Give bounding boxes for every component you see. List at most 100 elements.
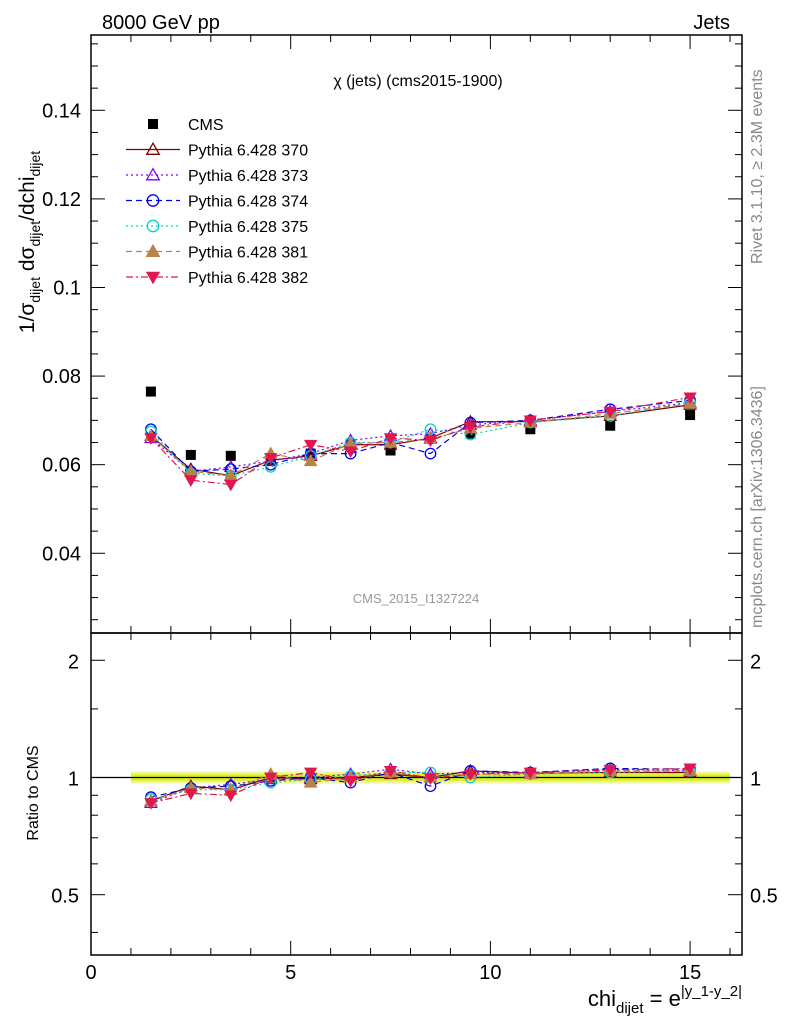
data-point [305, 448, 316, 459]
ratio-data-point [423, 773, 438, 786]
ratio-series-line [150, 770, 691, 802]
rivet-label: Rivet 3.1.10, ≥ 2.3M events [749, 69, 766, 264]
main-ylabel: 1/σdijet dσdijet/dchidijet [16, 151, 43, 333]
data-point [525, 424, 536, 435]
main-series-group [144, 386, 697, 492]
header-left: 8000 GeV pp [102, 12, 220, 34]
x-tick-label: 0 [85, 962, 96, 984]
legend-label: Pythia 6.428 381 [188, 245, 308, 262]
main-panel: CMS_2015_I1327224 χ (jets) (cms2015-1900… [42, 34, 743, 634]
series-0 [145, 386, 696, 465]
ratio-frame [90, 632, 743, 956]
ratio-series-line [150, 767, 691, 804]
data-point [385, 445, 396, 456]
data-point [423, 435, 438, 448]
ratio-data-point [224, 790, 238, 803]
data-point [144, 433, 158, 445]
series-line [150, 396, 691, 486]
ratio-y-tick-label-right: 0.5 [750, 886, 778, 908]
legend: CMS Pythia 6.428 370 Pythia 6.428 373 Pythi… [126, 117, 308, 287]
data-point [303, 454, 318, 467]
ratio-axis-ticks: 0.5 0.5 1 1 2 2 0 5 10 15 [51, 633, 778, 984]
ratio-data-point [264, 772, 278, 785]
data-point [605, 420, 616, 431]
y-tick-label: 0.1 [53, 277, 81, 299]
series-line [150, 402, 691, 477]
mcplots-label: mcplots.cern.ch [arXiv:1306.3436] [749, 386, 766, 628]
legend-marker [145, 271, 161, 285]
data-point [424, 447, 437, 460]
legend-marker [145, 167, 161, 181]
legend-marker [146, 194, 160, 207]
ratio-series-group [144, 762, 697, 810]
ratio-panel: 0.5 0.5 1 1 2 2 0 5 10 15 [51, 632, 778, 984]
series-6 [144, 392, 697, 492]
main-axis-ticks: 0.04 0.06 0.08 0.1 0.12 0.14 [42, 35, 742, 633]
x-tick-label: 10 [479, 962, 501, 984]
ratio-data-point [603, 765, 617, 777]
data-point [463, 422, 478, 434]
data-point [304, 439, 318, 452]
data-point [184, 475, 198, 487]
ratio-y-tick-label-right: 1 [750, 768, 761, 790]
ratio-data-point [523, 767, 537, 780]
legend-entry-1: Pythia 6.428 370 [126, 141, 308, 160]
data-point [224, 479, 238, 492]
y-tick-label: 0.08 [42, 366, 81, 388]
svg-text:1/σdijet dσdijet/dchidijet: 1/σdijet dσdijet/dchidijet [16, 151, 43, 333]
ratio-data-point [184, 788, 198, 801]
series-line [150, 399, 691, 472]
legend-label: Pythia 6.428 370 [188, 143, 308, 160]
legend-marker [146, 219, 160, 233]
x-tick-label: 5 [285, 962, 296, 984]
x-axis-label: chidijet = e|y_1-y_2| [588, 983, 742, 1017]
data-point [683, 392, 697, 405]
legend-label: CMS [188, 117, 224, 134]
ratio-series-5 [144, 763, 697, 810]
legend-marker [145, 141, 161, 155]
legend-marker [145, 243, 161, 257]
legend-label: Pythia 6.428 375 [188, 219, 308, 236]
ratio-data-point [304, 767, 318, 780]
legend-entry-4: Pythia 6.428 375 [126, 219, 308, 236]
legend-label: Pythia 6.428 373 [188, 168, 308, 185]
y-tick-label: 0.12 [42, 189, 81, 211]
legend-entry-0: CMS [148, 117, 224, 134]
data-point [523, 415, 537, 428]
watermark-label: CMS_2015_I1327224 [353, 591, 480, 606]
legend-marker [148, 119, 158, 129]
legend-label: Pythia 6.428 382 [188, 270, 308, 287]
data-point [145, 386, 156, 397]
ratio-data-point [463, 769, 478, 781]
ratio-data-point [343, 775, 358, 788]
ratio-data-point [683, 763, 697, 776]
data-point [383, 433, 398, 445]
header-right: Jets [693, 12, 730, 34]
ratio-data-point [303, 775, 318, 788]
ratio-y-tick-label: 0.5 [51, 886, 79, 908]
ratio-series-line [150, 770, 691, 800]
y-tick-label: 0.04 [42, 543, 81, 565]
y-tick-label: 0.14 [42, 100, 81, 122]
data-point [343, 446, 358, 459]
legend-entry-2: Pythia 6.428 373 [126, 167, 308, 185]
x-tick-label: 15 [679, 962, 701, 984]
plot-title: χ (jets) (cms2015-1900) [333, 73, 502, 90]
y-tick-label: 0.06 [42, 455, 81, 477]
data-point [603, 406, 617, 419]
series-line [150, 402, 691, 472]
legend-entry-3: Pythia 6.428 374 [126, 194, 308, 211]
ratio-data-point [144, 798, 158, 810]
series-line [150, 402, 691, 477]
svg-text:chidijet = e|y_1-y_2|: chidijet = e|y_1-y_2| [588, 983, 742, 1017]
ratio-y-tick-label-right: 2 [750, 651, 761, 673]
ratio-y-tick-label: 1 [68, 768, 79, 790]
data-point [225, 450, 236, 461]
legend-label: Pythia 6.428 374 [188, 194, 308, 211]
ratio-data-point [383, 765, 398, 778]
data-point [264, 453, 278, 465]
legend-entry-6: Pythia 6.428 382 [126, 270, 308, 287]
data-point [685, 410, 696, 421]
ratio-y-tick-label: 2 [68, 651, 79, 673]
